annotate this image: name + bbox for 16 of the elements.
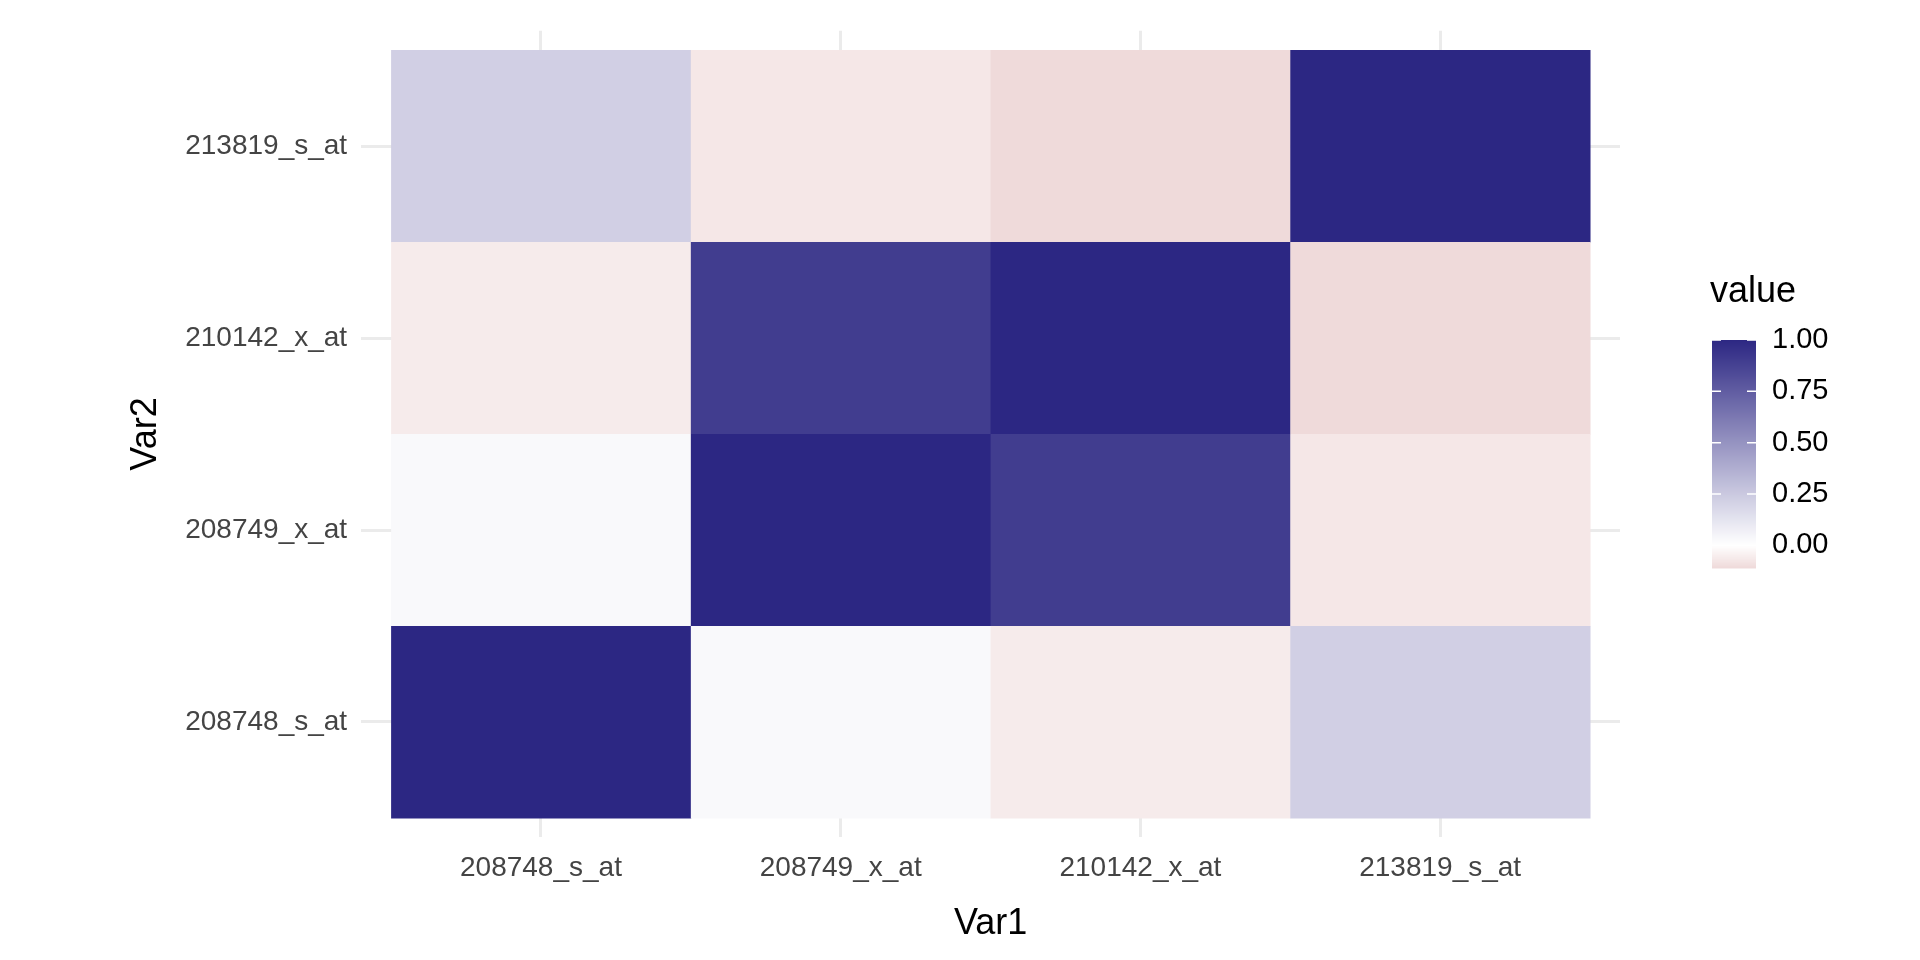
x-tick-label: 208749_x_at <box>759 850 922 882</box>
y-tick-label: 208749_x_at <box>185 512 348 544</box>
color-bar-label: 1.00 <box>1772 322 1829 354</box>
legend-title: value <box>1710 269 1797 310</box>
y-tick-label: 208748_s_at <box>185 704 348 736</box>
color-bar-label: 0.25 <box>1772 476 1829 509</box>
x-tick-label: 213819_s_at <box>1359 850 1522 882</box>
color-bar-label: 0.50 <box>1772 424 1829 457</box>
x-tick-label: 210142_x_at <box>1059 850 1222 882</box>
y-axis-title: Var2 <box>122 397 164 471</box>
y-tick-label: 210142_x_at <box>185 320 348 352</box>
x-tick-label: 208748_s_at <box>460 850 623 882</box>
color-bar-label: 0.00 <box>1772 527 1829 560</box>
color-bar-label: 0.75 <box>1772 373 1829 406</box>
y-tick-label: 213819_s_at <box>185 128 348 160</box>
x-axis-title: Var1 <box>953 901 1028 943</box>
